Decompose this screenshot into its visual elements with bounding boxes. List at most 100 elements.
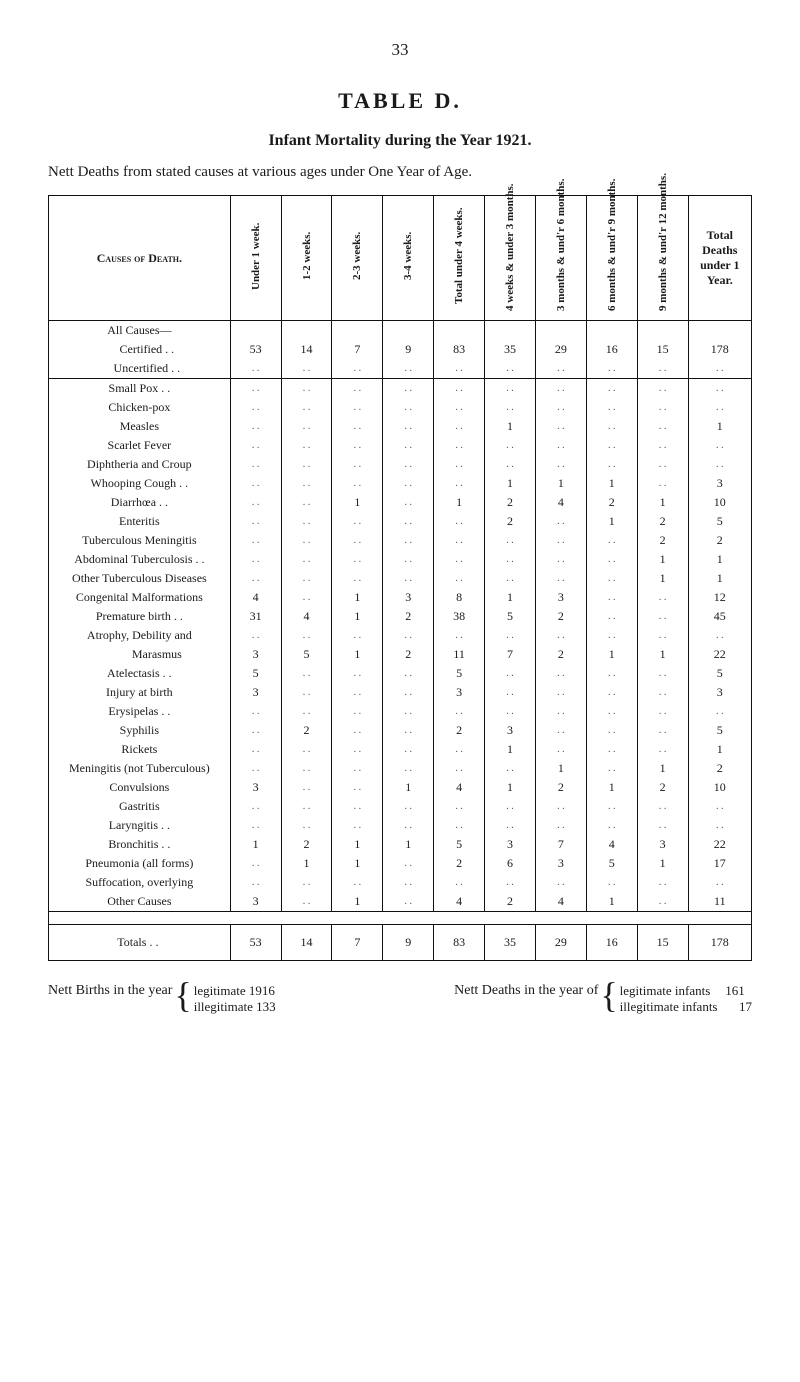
data-cell: . . [485, 702, 536, 721]
data-cell: 5 [434, 835, 485, 854]
data-cell: . . [281, 550, 332, 569]
cause-cell: Abdominal Tuberculosis . . [49, 550, 231, 569]
col-9-12mo: 9 months & und'r 12 months. [637, 196, 688, 321]
data-cell: 1 [586, 645, 637, 664]
data-cell: . . [332, 359, 383, 379]
table-row: Bronchitis . .12115374322 [49, 835, 752, 854]
data-cell: . . [281, 398, 332, 417]
table-row: Premature birth . .314123852. .. .45 [49, 607, 752, 626]
data-cell: 2 [586, 493, 637, 512]
cause-cell: Enteritis [49, 512, 231, 531]
data-cell: . . [230, 474, 281, 493]
data-cell: . . [485, 455, 536, 474]
footer-left-label: Nett Births in the year [48, 983, 172, 1016]
data-cell: 3 [688, 683, 751, 702]
data-cell [281, 321, 332, 341]
data-cell: 1 [332, 892, 383, 912]
data-cell: . . [485, 664, 536, 683]
data-cell: . . [281, 759, 332, 778]
cause-cell: Pneumonia (all forms) [49, 854, 231, 873]
data-cell: . . [332, 778, 383, 797]
data-cell: . . [637, 379, 688, 399]
table-row: Tuberculous Meningitis. .. .. .. .. .. .… [49, 531, 752, 550]
data-cell: . . [485, 816, 536, 835]
data-cell: . . [535, 417, 586, 436]
data-cell: . . [535, 569, 586, 588]
data-cell: . . [637, 626, 688, 645]
data-cell: 11 [434, 645, 485, 664]
data-cell: 2 [434, 854, 485, 873]
col-1-2wk: 1-2 weeks. [281, 196, 332, 321]
data-cell: . . [586, 607, 637, 626]
data-cell: . . [637, 683, 688, 702]
data-cell: 1 [586, 778, 637, 797]
data-cell: . . [230, 816, 281, 835]
data-cell: . . [281, 359, 332, 379]
data-cell: 4 [535, 892, 586, 912]
data-cell: . . [586, 379, 637, 399]
data-cell: . . [230, 417, 281, 436]
data-cell: 1 [281, 854, 332, 873]
data-cell: 5 [586, 854, 637, 873]
data-cell: . . [688, 626, 751, 645]
data-cell: 22 [688, 835, 751, 854]
data-cell: . . [281, 436, 332, 455]
data-cell: . . [586, 740, 637, 759]
data-cell: 7 [332, 340, 383, 359]
table-row: Diphtheria and Croup. .. .. .. .. .. .. … [49, 455, 752, 474]
data-cell: . . [332, 702, 383, 721]
data-cell: 7 [485, 645, 536, 664]
table-row: Syphilis. .2. .. .23. .. .. .5 [49, 721, 752, 740]
data-cell: 1 [688, 417, 751, 436]
data-cell: . . [586, 436, 637, 455]
data-cell: 4 [535, 493, 586, 512]
data-cell: 11 [688, 892, 751, 912]
data-cell: . . [637, 740, 688, 759]
data-cell: . . [281, 493, 332, 512]
col-3-4wk: 3-4 weeks. [383, 196, 434, 321]
data-cell [485, 321, 536, 341]
data-cell [637, 321, 688, 341]
data-cell: . . [485, 359, 536, 379]
data-cell: . . [383, 892, 434, 912]
data-cell: . . [688, 873, 751, 892]
cause-cell: Other Causes [49, 892, 231, 912]
footer-right-legit: legitimate infants [620, 983, 711, 998]
data-cell: 53 [230, 340, 281, 359]
table-row: Pneumonia (all forms). .11. .2635117 [49, 854, 752, 873]
data-cell: . . [535, 455, 586, 474]
col-total-year: Total Deaths under 1 Year. [688, 196, 751, 321]
table-row: Measles. .. .. .. .. .1. .. .. .1 [49, 417, 752, 436]
data-cell: . . [688, 359, 751, 379]
data-cell: . . [637, 588, 688, 607]
data-cell: 1 [637, 493, 688, 512]
data-cell: 178 [688, 925, 751, 961]
data-cell: 38 [434, 607, 485, 626]
table-row: Laryngitis . .. .. .. .. .. .. .. .. .. … [49, 816, 752, 835]
data-cell: 4 [434, 892, 485, 912]
table-row: Marasmus351211721122 [49, 645, 752, 664]
data-cell: . . [332, 740, 383, 759]
data-cell: 1 [637, 569, 688, 588]
data-cell: . . [485, 683, 536, 702]
data-cell: . . [332, 873, 383, 892]
data-cell: . . [535, 664, 586, 683]
data-cell: 1 [637, 550, 688, 569]
data-cell: 1 [332, 607, 383, 626]
data-cell: . . [485, 550, 536, 569]
data-cell: 4 [434, 778, 485, 797]
data-cell: 29 [535, 340, 586, 359]
data-cell: . . [230, 550, 281, 569]
data-cell: . . [383, 569, 434, 588]
cause-cell: Congenital Malformations [49, 588, 231, 607]
table-row: Atelectasis . .5. .. .. .5. .. .. .. .5 [49, 664, 752, 683]
data-cell: . . [586, 569, 637, 588]
data-cell: 14 [281, 340, 332, 359]
data-cell: . . [586, 664, 637, 683]
data-cell: . . [332, 550, 383, 569]
cause-cell: Diarrhœa . . [49, 493, 231, 512]
col-under1wk: Under 1 week. [230, 196, 281, 321]
data-cell: . . [688, 436, 751, 455]
data-cell: . . [637, 873, 688, 892]
data-cell: . . [230, 569, 281, 588]
